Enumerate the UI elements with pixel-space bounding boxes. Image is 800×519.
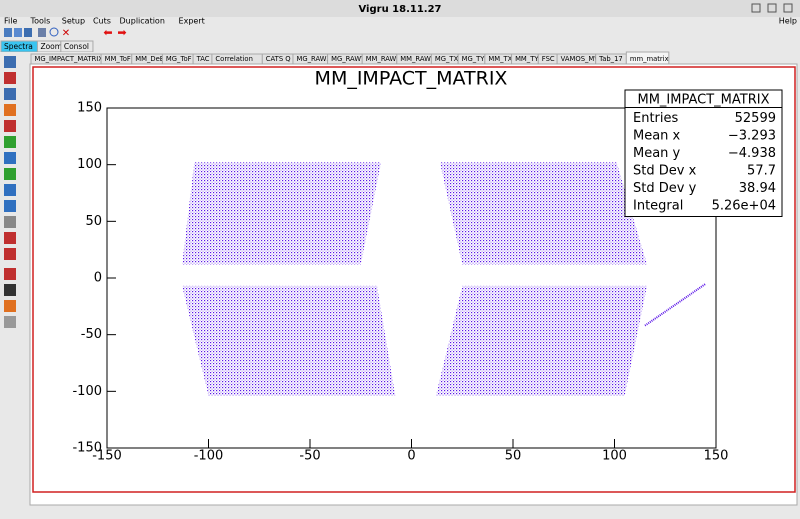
stats-value: 38.94 <box>739 181 776 196</box>
tab-label[interactable]: Tab_17 <box>598 55 623 63</box>
y-tick-label: 50 <box>85 214 102 229</box>
svg-text:➡: ➡ <box>117 26 126 39</box>
x-tick-label: 50 <box>505 449 522 464</box>
tab-label[interactable]: MM_RAWX <box>366 55 402 63</box>
y-tick-label: -50 <box>81 327 102 342</box>
point-cloud <box>182 162 382 265</box>
tab-label[interactable]: TAC <box>196 55 210 63</box>
tab-label[interactable]: VAMOS_MW <box>561 55 602 63</box>
stats-value: −3.293 <box>728 128 776 143</box>
stats-label: Std Dev y <box>633 181 697 196</box>
stats-value: 5.26e+04 <box>712 198 776 213</box>
stats-box <box>624 89 783 217</box>
y-tick-label: -100 <box>72 384 102 399</box>
x-tick-label: 100 <box>602 449 627 464</box>
tab-label[interactable]: MM_RAWY <box>400 55 436 63</box>
stats-label: Mean x <box>633 128 681 143</box>
tab-label[interactable]: Spectra <box>4 42 33 51</box>
stats-value: −4.938 <box>728 146 776 161</box>
point-cloud <box>644 282 707 327</box>
menu-item[interactable]: Setup <box>62 17 85 26</box>
tab-label[interactable]: FSC <box>542 55 555 63</box>
svg-text:⬅: ⬅ <box>103 26 112 39</box>
stats-value: 52599 <box>735 111 776 126</box>
point-cloud <box>439 162 647 265</box>
tab-label[interactable]: MG_RAWY <box>331 55 366 63</box>
tab-label[interactable]: CATS Q <box>266 55 291 63</box>
x-tick-label: 150 <box>704 449 729 464</box>
stats-title: MM_IMPACT_MATRIX <box>638 92 770 107</box>
tab-label[interactable]: MM_ToF <box>105 55 131 63</box>
menu-item[interactable]: Expert <box>179 17 205 26</box>
chart-title: MM_IMPACT_MATRIX <box>315 68 508 90</box>
toolbar[interactable]: ✕ ⬅ ➡ <box>4 26 127 39</box>
tab-label[interactable]: MG_TY <box>462 55 486 63</box>
menu-item[interactable]: Cuts <box>93 17 111 26</box>
point-cloud <box>435 285 647 396</box>
tab-label[interactable]: MG_RAWX <box>296 55 331 63</box>
menu-item[interactable]: Duplication <box>120 17 165 26</box>
tab-label[interactable]: MG_TX <box>435 55 459 63</box>
stats-label: Mean y <box>633 146 681 161</box>
x-tick-label: -100 <box>194 449 224 464</box>
tab-label[interactable]: MM_DeE <box>135 55 164 63</box>
stats-label: Std Dev x <box>633 163 697 178</box>
side-toolbar[interactable] <box>4 56 16 328</box>
tab-label[interactable]: Zoom <box>40 42 62 51</box>
point-cloud <box>182 285 396 396</box>
tab-label[interactable]: mm_matrix <box>630 55 669 63</box>
stats-label: Integral <box>633 198 683 213</box>
tab-label[interactable]: MM_TX <box>488 55 512 63</box>
window-controls[interactable] <box>751 3 793 13</box>
menu-item[interactable]: File <box>4 17 17 26</box>
tab-label[interactable]: MG_ToF <box>166 55 192 63</box>
x-tick-label: -50 <box>299 449 320 464</box>
y-tick-label: 0 <box>94 271 102 286</box>
tab-label[interactable]: Correlation <box>215 55 252 63</box>
x-tick-label: 0 <box>407 449 415 464</box>
y-tick-label: 100 <box>77 157 102 172</box>
tab-label[interactable]: MM_TY <box>515 55 539 63</box>
stats-label: Entries <box>633 111 679 126</box>
menu-item[interactable]: Help <box>779 17 797 26</box>
x-tick-label: -150 <box>92 449 122 464</box>
y-tick-label: -150 <box>72 441 102 456</box>
menu-item[interactable]: Tools <box>30 17 51 26</box>
tab-label[interactable]: Consol <box>64 42 89 51</box>
tab-label[interactable]: MG_IMPACT_MATRIX <box>35 55 104 63</box>
stats-value: 57.7 <box>747 163 776 178</box>
svg-text:✕: ✕ <box>62 28 70 39</box>
title-bar <box>0 0 800 17</box>
window-title: Vigru 18.11.27 <box>358 4 441 15</box>
y-tick-label: 150 <box>77 101 102 116</box>
